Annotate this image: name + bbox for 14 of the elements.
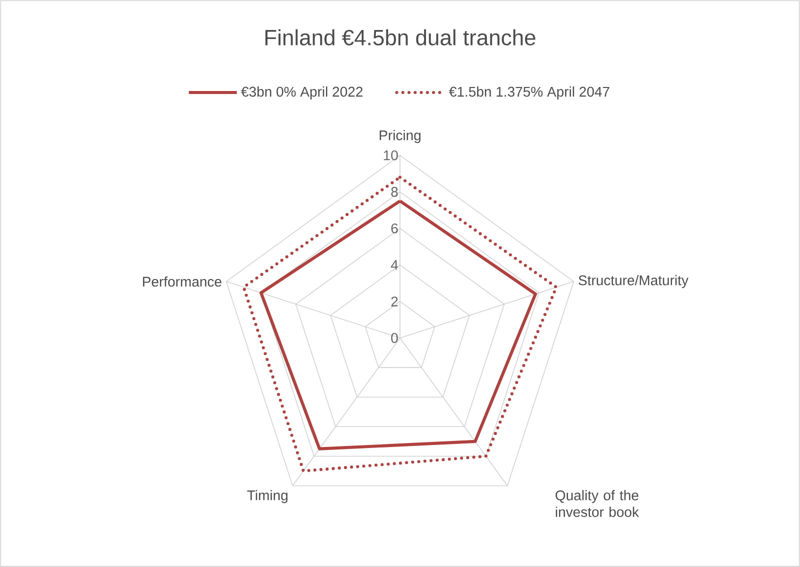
y-tick-label: 6: [391, 223, 398, 234]
y-tick-label: 2: [391, 296, 398, 306]
spoke-label: Timing: [247, 490, 288, 504]
y-tick-label: 4: [390, 260, 398, 270]
legend-label: €3bn 0% April 2022: [241, 86, 362, 100]
y-tick-label: 10: [384, 150, 398, 160]
spoke-label: Performance: [143, 276, 222, 287]
spoke-label: Structure/Maturity: [578, 275, 688, 288]
chart-title: Finland €4.5bn dual tranche: [265, 29, 536, 46]
spoke-label: Pricing: [380, 130, 420, 144]
legend-label: €1.5bn 1.375% April 2047: [449, 86, 610, 100]
spoke-label: Quality of the investor book: [556, 490, 639, 517]
y-tick-label: 0: [391, 333, 398, 343]
y-tick-label: 8: [391, 186, 398, 197]
